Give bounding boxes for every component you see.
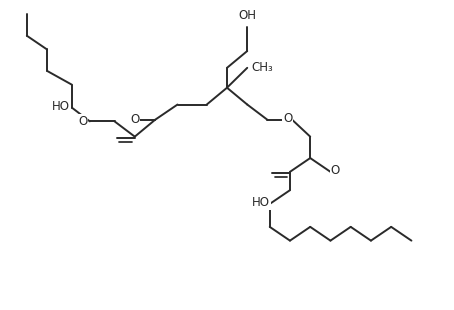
Text: O: O [331,164,340,177]
Text: OH: OH [238,9,256,22]
Text: O: O [283,113,292,126]
Text: CH₃: CH₃ [252,61,273,74]
Text: HO: HO [52,100,69,113]
Text: HO: HO [252,196,270,209]
Text: O: O [130,113,139,126]
Text: O: O [78,115,88,128]
